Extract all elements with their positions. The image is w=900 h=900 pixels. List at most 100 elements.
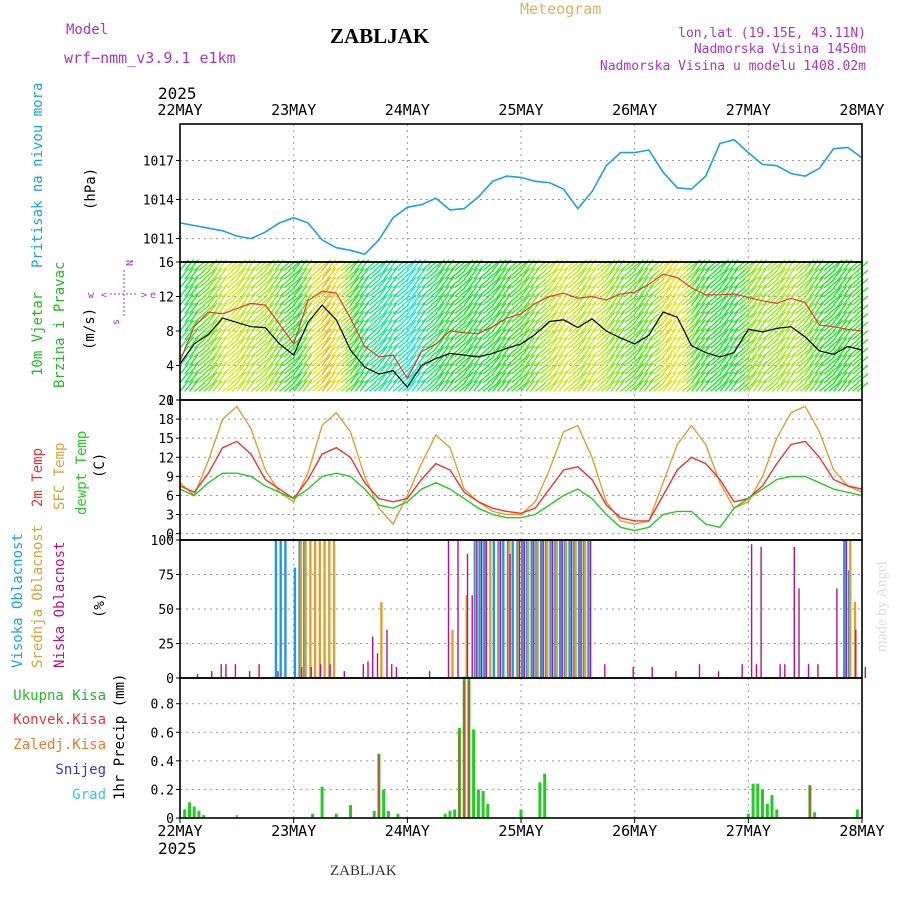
wind-barb xyxy=(818,269,831,280)
wind-barb xyxy=(364,347,376,358)
wind-barb xyxy=(198,321,211,332)
wind-barb xyxy=(212,293,223,306)
wind-barb xyxy=(316,304,329,315)
year-top: 2025 xyxy=(158,84,197,103)
wind-barb xyxy=(690,276,701,289)
wind-barb xyxy=(402,321,414,332)
wind-barb xyxy=(837,379,848,392)
wind-barb xyxy=(279,295,291,306)
wind-barb xyxy=(795,373,807,384)
wind-barb xyxy=(331,293,341,306)
wind-barb xyxy=(477,261,490,272)
wind-barb xyxy=(458,312,471,323)
wind-barb xyxy=(316,295,329,306)
wind-barb xyxy=(790,355,803,367)
wind-barb xyxy=(695,345,706,358)
wind-barb xyxy=(525,310,535,323)
wind-barb xyxy=(250,286,263,298)
wind-barb xyxy=(212,362,223,375)
wind-barb xyxy=(198,286,211,298)
wind-barb xyxy=(771,364,784,375)
cloud-bar-0 xyxy=(511,540,514,678)
wind-barb xyxy=(193,381,206,392)
wind-barb xyxy=(634,362,644,375)
wind-barb xyxy=(212,319,223,332)
wind-barb xyxy=(615,379,625,392)
wind-barb xyxy=(430,381,443,392)
cloud-bar-2 xyxy=(561,540,563,678)
wind-barb xyxy=(823,347,836,358)
wind-barb xyxy=(544,304,556,315)
wind-barb xyxy=(728,328,739,341)
wind-barb xyxy=(188,336,199,349)
wind-barb xyxy=(501,302,512,315)
cloud-bar-0 xyxy=(549,540,552,678)
wind-barb xyxy=(359,276,370,289)
wind-barb xyxy=(591,295,604,306)
wind-barb xyxy=(468,293,479,306)
wind-barb xyxy=(226,373,239,384)
precip-bar-0 xyxy=(202,815,206,818)
wind-barb xyxy=(743,381,755,392)
wind-barb xyxy=(818,355,831,367)
wind-barb xyxy=(222,364,234,375)
wind-barb xyxy=(222,355,234,367)
wind-barb xyxy=(482,330,495,341)
wind-barb xyxy=(525,319,535,332)
cloud-bar-1 xyxy=(508,540,511,678)
wind-barb xyxy=(368,295,381,306)
cloud-bar-0 xyxy=(525,540,529,678)
wind-barb xyxy=(383,345,393,358)
wind-barb xyxy=(406,293,417,306)
wind-barb xyxy=(217,302,228,315)
wind-barb xyxy=(212,285,223,297)
wind-barb xyxy=(747,371,758,384)
wind-barb xyxy=(766,373,779,384)
wind-barb xyxy=(700,276,711,289)
wind-barb xyxy=(596,330,608,341)
wind-barb xyxy=(662,285,673,297)
wind-barb xyxy=(496,319,507,332)
cloud-bar-0 xyxy=(478,540,481,678)
wind-barb xyxy=(373,381,386,392)
wind-barb xyxy=(615,310,625,323)
wind-barb xyxy=(392,295,405,306)
wind-barb xyxy=(425,261,438,272)
wind-barb xyxy=(842,276,853,289)
wind-barb xyxy=(629,312,642,323)
wind-barb xyxy=(657,286,670,298)
wind-barb xyxy=(193,304,206,315)
wind-barb xyxy=(473,285,483,297)
wind-barb xyxy=(335,330,348,341)
wind-barb xyxy=(799,261,812,272)
wind-barb xyxy=(700,267,711,280)
wind-barb xyxy=(368,286,381,298)
wind-barb xyxy=(226,321,239,332)
wind-barb xyxy=(387,354,398,366)
cloud-bar-1 xyxy=(328,540,331,678)
x-tick-label-top: 23MAY xyxy=(271,101,316,119)
wind-barb xyxy=(302,276,313,289)
wind-barb xyxy=(454,373,466,384)
wind-barb xyxy=(837,267,848,280)
precip-bar-0 xyxy=(538,782,542,818)
wind-barb xyxy=(605,293,616,306)
wind-barb xyxy=(643,354,654,366)
wind-barb xyxy=(643,293,654,306)
wind-barb xyxy=(402,304,414,315)
wind-barb xyxy=(411,267,422,280)
wind-barb xyxy=(188,371,199,384)
wind-barb xyxy=(207,345,218,358)
wind-barb xyxy=(601,321,613,332)
wind-barb xyxy=(733,261,746,272)
wind-barb xyxy=(577,276,588,289)
wind-barb xyxy=(828,381,841,392)
wind-barb xyxy=(425,364,438,375)
wind-barb xyxy=(695,293,706,306)
wind-barb xyxy=(553,328,564,341)
wind-barb xyxy=(492,267,502,280)
wind-barb xyxy=(847,286,859,298)
wind-barb xyxy=(529,336,540,349)
wind-barb xyxy=(662,310,673,323)
wind-barb xyxy=(482,286,495,298)
